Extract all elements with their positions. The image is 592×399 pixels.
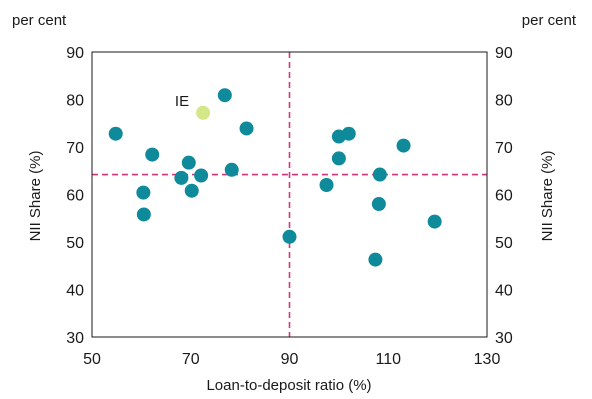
data-point — [184, 183, 199, 198]
x-tick-label: 90 — [281, 351, 299, 368]
x-tick-label: 130 — [474, 351, 501, 368]
data-point — [217, 88, 232, 103]
y-tick-label-right: 50 — [495, 235, 513, 252]
data-point — [181, 155, 196, 170]
y-tick-label-left: 90 — [66, 45, 84, 62]
y-tick-label-right: 70 — [495, 140, 513, 157]
data-point — [145, 147, 160, 162]
highlight-point — [196, 105, 211, 120]
x-tick-label: 70 — [182, 351, 200, 368]
data-point — [136, 185, 151, 200]
x-tick-label: 50 — [83, 351, 101, 368]
data-point — [282, 229, 297, 244]
data-point — [371, 197, 386, 211]
y-tick-label-right: 90 — [495, 45, 513, 62]
data-point — [194, 168, 209, 183]
data-point — [319, 178, 334, 192]
y-tick-label-left: 80 — [66, 93, 84, 110]
data-point — [224, 162, 239, 177]
highlight-label: IE — [175, 93, 189, 110]
data-point — [368, 252, 383, 267]
data-point — [372, 167, 387, 182]
y-tick-label-right: 60 — [495, 188, 513, 205]
y-tick-label-right: 30 — [495, 330, 513, 347]
data-point — [427, 214, 442, 229]
x-axis-label: Loan-to-deposit ratio (%) — [206, 377, 371, 394]
data-point — [341, 126, 356, 141]
y-tick-label-right: 40 — [495, 283, 513, 300]
data-point — [174, 170, 189, 185]
y-tick-label-left: 60 — [66, 188, 84, 205]
data-point — [239, 121, 254, 136]
data-point — [136, 207, 151, 222]
right-unit-label: per cent — [521, 12, 576, 29]
y-tick-label-left: 50 — [66, 235, 84, 252]
data-point — [331, 151, 346, 166]
data-point — [108, 126, 123, 141]
y-axis-label-right: NII Share (%) — [539, 151, 556, 242]
y-tick-label-left: 30 — [66, 330, 84, 347]
y-axis-label-left: NII Share (%) — [27, 151, 44, 242]
y-tick-label-left: 70 — [66, 140, 84, 157]
plot-frame — [91, 51, 488, 338]
y-tick-label-right: 80 — [495, 93, 513, 110]
y-tick-label-left: 40 — [66, 283, 84, 300]
left-unit-label: per cent — [12, 12, 67, 29]
x-tick-label: 110 — [375, 351, 401, 368]
data-point — [396, 138, 411, 153]
